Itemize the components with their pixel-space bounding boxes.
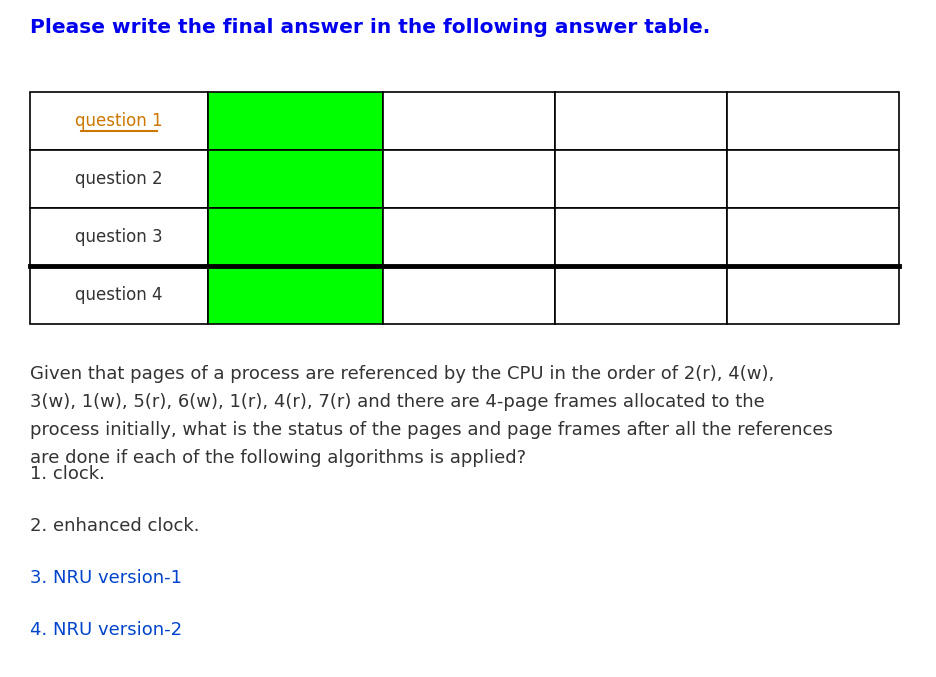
Bar bbox=[383, 208, 555, 266]
Bar bbox=[383, 150, 555, 208]
Bar bbox=[30, 266, 208, 324]
Bar bbox=[383, 266, 555, 324]
Text: question 1: question 1 bbox=[75, 112, 163, 130]
Bar bbox=[30, 208, 208, 266]
Text: Given that pages of a process are referenced by the CPU in the order of 2(r), 4(: Given that pages of a process are refere… bbox=[30, 365, 774, 383]
Bar bbox=[30, 150, 208, 208]
Text: process initially, what is the status of the pages and page frames after all the: process initially, what is the status of… bbox=[30, 421, 833, 439]
Bar bbox=[30, 92, 208, 150]
Bar bbox=[727, 266, 899, 324]
Bar bbox=[555, 150, 727, 208]
Bar bbox=[727, 92, 899, 150]
Bar bbox=[555, 208, 727, 266]
Bar bbox=[208, 208, 383, 266]
Text: 1. clock.: 1. clock. bbox=[30, 465, 105, 483]
Text: 3(w), 1(w), 5(r), 6(w), 1(r), 4(r), 7(r) and there are 4-page frames allocated t: 3(w), 1(w), 5(r), 6(w), 1(r), 4(r), 7(r)… bbox=[30, 393, 765, 411]
Text: Please write the final answer in the following answer table.: Please write the final answer in the fol… bbox=[30, 18, 710, 37]
Bar bbox=[555, 266, 727, 324]
Bar bbox=[208, 266, 383, 324]
Bar bbox=[208, 150, 383, 208]
Bar bbox=[727, 208, 899, 266]
Text: 4. NRU version-2: 4. NRU version-2 bbox=[30, 621, 183, 639]
Text: 3. NRU version-1: 3. NRU version-1 bbox=[30, 569, 182, 587]
Text: are done if each of the following algorithms is applied?: are done if each of the following algori… bbox=[30, 449, 526, 467]
Text: 2. enhanced clock.: 2. enhanced clock. bbox=[30, 517, 199, 535]
Bar bbox=[727, 150, 899, 208]
Text: question 3: question 3 bbox=[75, 228, 163, 246]
Bar bbox=[208, 92, 383, 150]
Text: question 2: question 2 bbox=[75, 170, 163, 188]
Bar bbox=[383, 92, 555, 150]
Bar bbox=[555, 92, 727, 150]
Text: question 4: question 4 bbox=[75, 286, 163, 304]
